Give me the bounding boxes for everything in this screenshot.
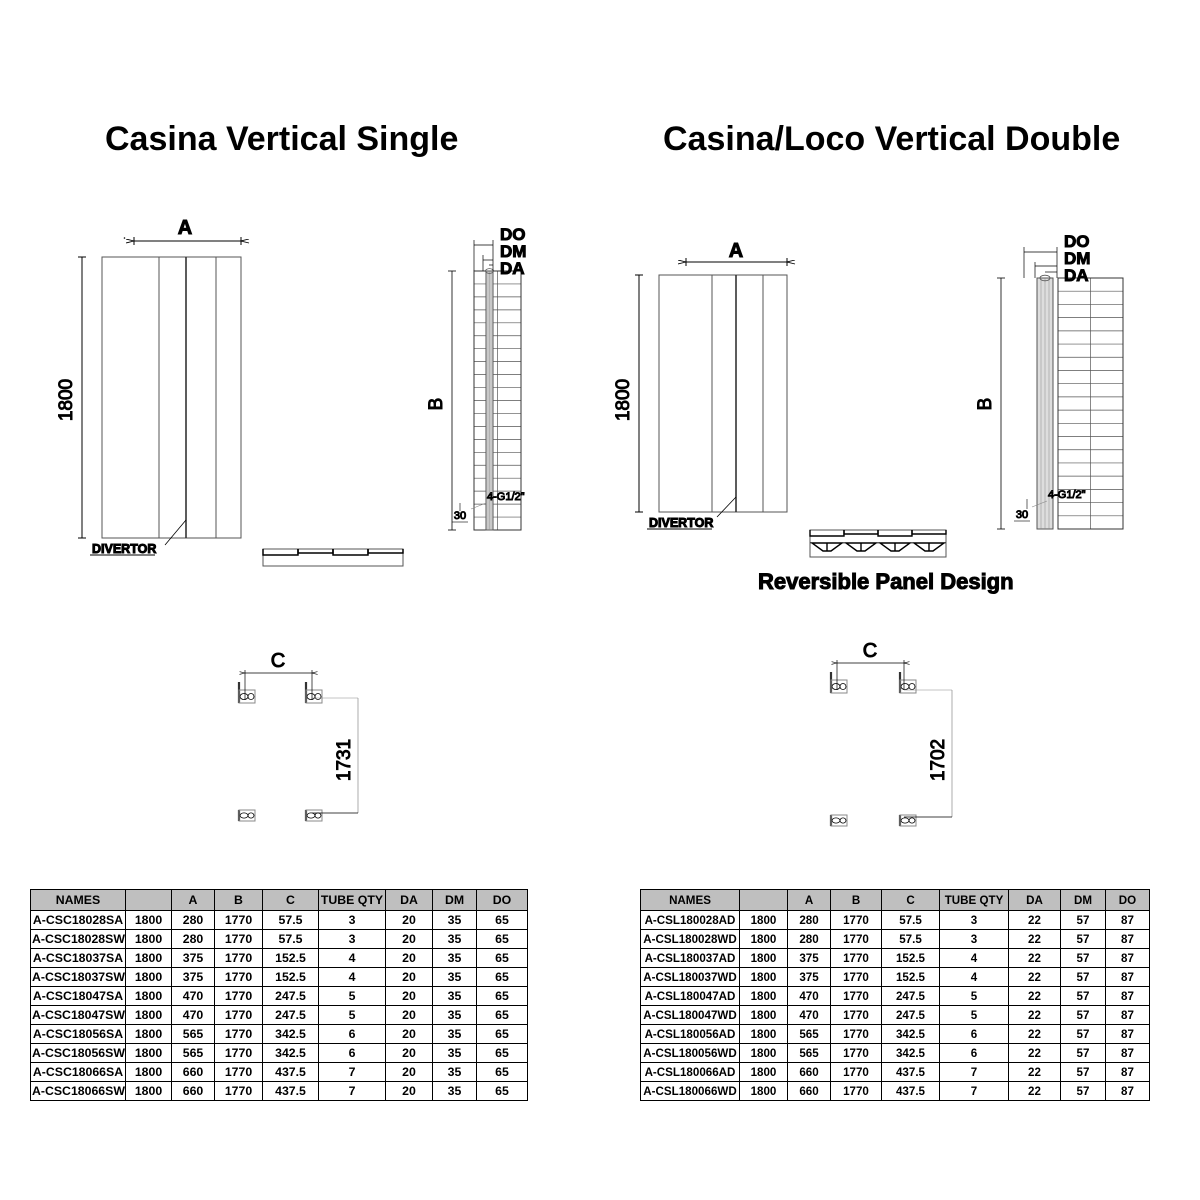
svg-text:1731: 1731 bbox=[334, 739, 355, 781]
svg-text:B: B bbox=[975, 398, 996, 411]
svg-text:B: B bbox=[426, 398, 447, 411]
svg-text:Reversible Panel Design: Reversible Panel Design bbox=[758, 569, 1014, 594]
svg-text:4-G1/2": 4-G1/2" bbox=[487, 491, 525, 503]
svg-text:A: A bbox=[178, 217, 192, 239]
svg-text:DIVERTOR: DIVERTOR bbox=[92, 542, 156, 556]
svg-text:DA: DA bbox=[1064, 266, 1089, 285]
svg-text:30: 30 bbox=[1016, 509, 1028, 521]
svg-text:4-G1/2": 4-G1/2" bbox=[1048, 489, 1086, 501]
svg-text:1702: 1702 bbox=[928, 739, 949, 781]
svg-text:A: A bbox=[729, 240, 743, 262]
svg-text:DA: DA bbox=[500, 259, 525, 278]
svg-text:DIVERTOR: DIVERTOR bbox=[649, 516, 713, 530]
svg-text:1800: 1800 bbox=[56, 379, 77, 421]
svg-text:30: 30 bbox=[454, 510, 466, 522]
svg-text:C: C bbox=[863, 640, 877, 662]
svg-text:1800: 1800 bbox=[613, 379, 634, 421]
svg-text:C: C bbox=[271, 650, 285, 672]
